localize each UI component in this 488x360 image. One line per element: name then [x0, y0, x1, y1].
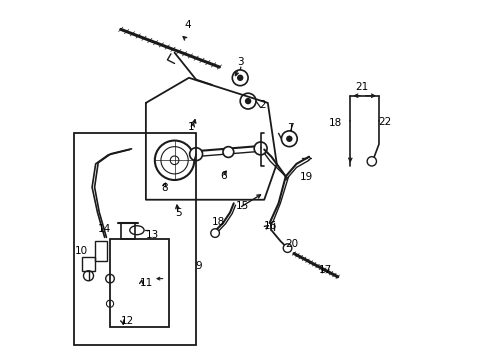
- Circle shape: [245, 99, 250, 104]
- Text: 3: 3: [237, 57, 244, 67]
- Text: 22: 22: [378, 117, 391, 127]
- Text: 9: 9: [195, 261, 201, 271]
- Bar: [74, 134, 196, 345]
- Circle shape: [366, 157, 376, 166]
- Text: 12: 12: [121, 316, 134, 326]
- Text: 19: 19: [300, 172, 313, 182]
- Circle shape: [210, 229, 219, 237]
- Bar: [110, 239, 169, 327]
- Text: 4: 4: [184, 20, 191, 30]
- Text: 18: 18: [211, 217, 224, 227]
- Text: 13: 13: [145, 230, 159, 239]
- Text: 8: 8: [161, 183, 167, 193]
- Bar: [82, 257, 95, 271]
- Text: 15: 15: [235, 201, 248, 211]
- Text: 1: 1: [188, 122, 194, 132]
- Text: 17: 17: [319, 265, 332, 275]
- Circle shape: [223, 147, 233, 157]
- Circle shape: [286, 136, 291, 141]
- Circle shape: [283, 244, 291, 252]
- Text: 21: 21: [355, 82, 368, 93]
- Text: 11: 11: [140, 278, 153, 288]
- Circle shape: [254, 142, 266, 155]
- Text: 14: 14: [97, 224, 110, 234]
- Text: 20: 20: [285, 239, 298, 249]
- Circle shape: [189, 148, 202, 161]
- Text: 16: 16: [263, 221, 276, 230]
- Text: 7: 7: [286, 123, 293, 133]
- Bar: [95, 241, 106, 261]
- Text: 18: 18: [328, 118, 341, 128]
- Text: 5: 5: [175, 208, 182, 219]
- Circle shape: [237, 75, 242, 80]
- Text: 2: 2: [258, 100, 265, 111]
- Text: 6: 6: [220, 171, 226, 181]
- Text: 10: 10: [75, 246, 88, 256]
